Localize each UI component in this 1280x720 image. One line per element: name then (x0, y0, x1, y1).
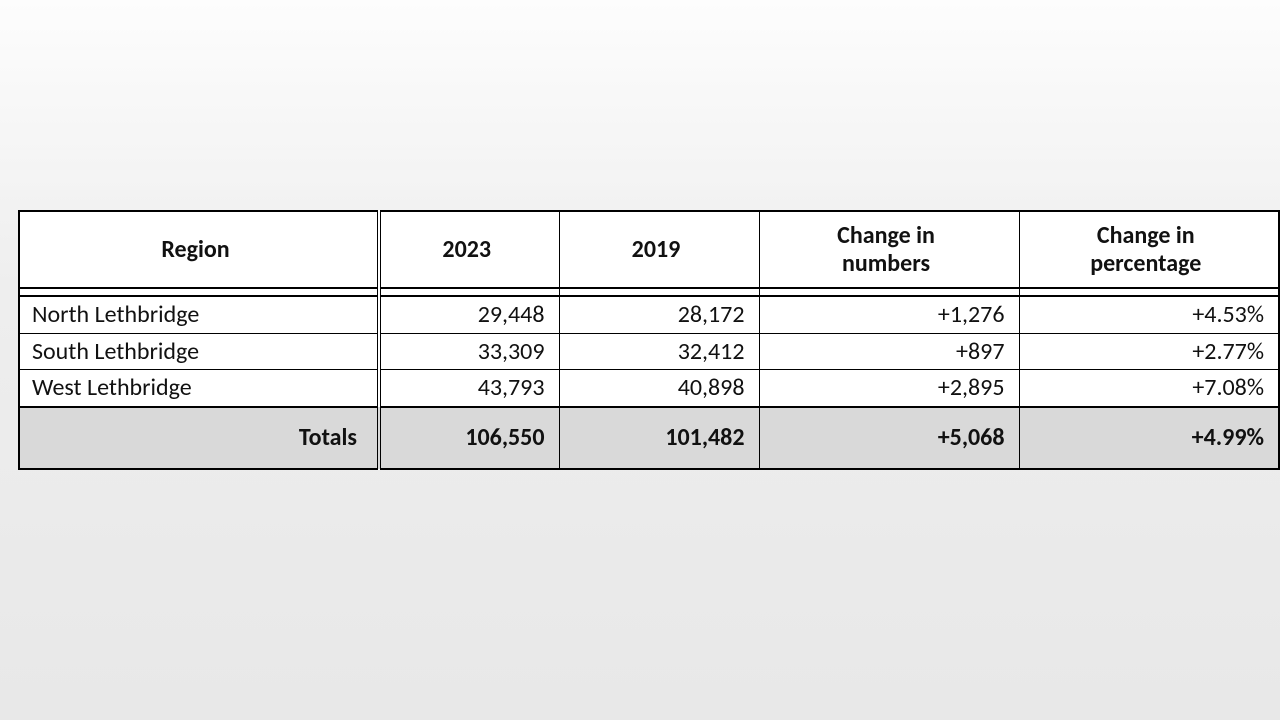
table-header-row: Region 2023 2019 Change innumbers Change… (19, 211, 1279, 288)
col-header-change-num-l1: Change in (837, 221, 935, 250)
cell-change-num: +2,895 (759, 370, 1019, 407)
table-row: South Lethbridge 33,309 32,412 +897 +2.7… (19, 333, 1279, 370)
cell-2019: 40,898 (559, 370, 759, 407)
totals-change-num: +5,068 (759, 407, 1019, 469)
cell-change-pct: +7.08% (1019, 370, 1279, 407)
totals-2019: 101,482 (559, 407, 759, 469)
population-table: Region 2023 2019 Change innumbers Change… (18, 210, 1280, 470)
col-header-2023: 2023 (379, 211, 559, 288)
cell-2019: 28,172 (559, 296, 759, 333)
totals-row: Totals 106,550 101,482 +5,068 +4.99% (19, 407, 1279, 469)
cell-change-pct: +2.77% (1019, 333, 1279, 370)
cell-2023: 33,309 (379, 333, 559, 370)
cell-region: South Lethbridge (19, 333, 379, 370)
cell-2023: 29,448 (379, 296, 559, 333)
totals-change-pct: +4.99% (1019, 407, 1279, 469)
table-row: West Lethbridge 43,793 40,898 +2,895 +7.… (19, 370, 1279, 407)
cell-change-num: +897 (759, 333, 1019, 370)
header-underline-gap (19, 288, 1279, 296)
col-header-2019: 2019 (559, 211, 759, 288)
col-header-change-pct-l1: Change in (1097, 221, 1195, 250)
col-header-change-num-l2: numbers (842, 249, 930, 278)
col-header-region: Region (19, 211, 379, 288)
col-header-change-num: Change innumbers (759, 211, 1019, 288)
cell-2019: 32,412 (559, 333, 759, 370)
cell-change-pct: +4.53% (1019, 296, 1279, 333)
col-header-change-pct-l2: percentage (1090, 249, 1201, 278)
table: Region 2023 2019 Change innumbers Change… (18, 210, 1280, 470)
totals-label: Totals (19, 407, 379, 469)
cell-2023: 43,793 (379, 370, 559, 407)
table-row: North Lethbridge 29,448 28,172 +1,276 +4… (19, 296, 1279, 333)
totals-2023: 106,550 (379, 407, 559, 469)
cell-change-num: +1,276 (759, 296, 1019, 333)
col-header-change-pct: Change inpercentage (1019, 211, 1279, 288)
cell-region: North Lethbridge (19, 296, 379, 333)
cell-region: West Lethbridge (19, 370, 379, 407)
